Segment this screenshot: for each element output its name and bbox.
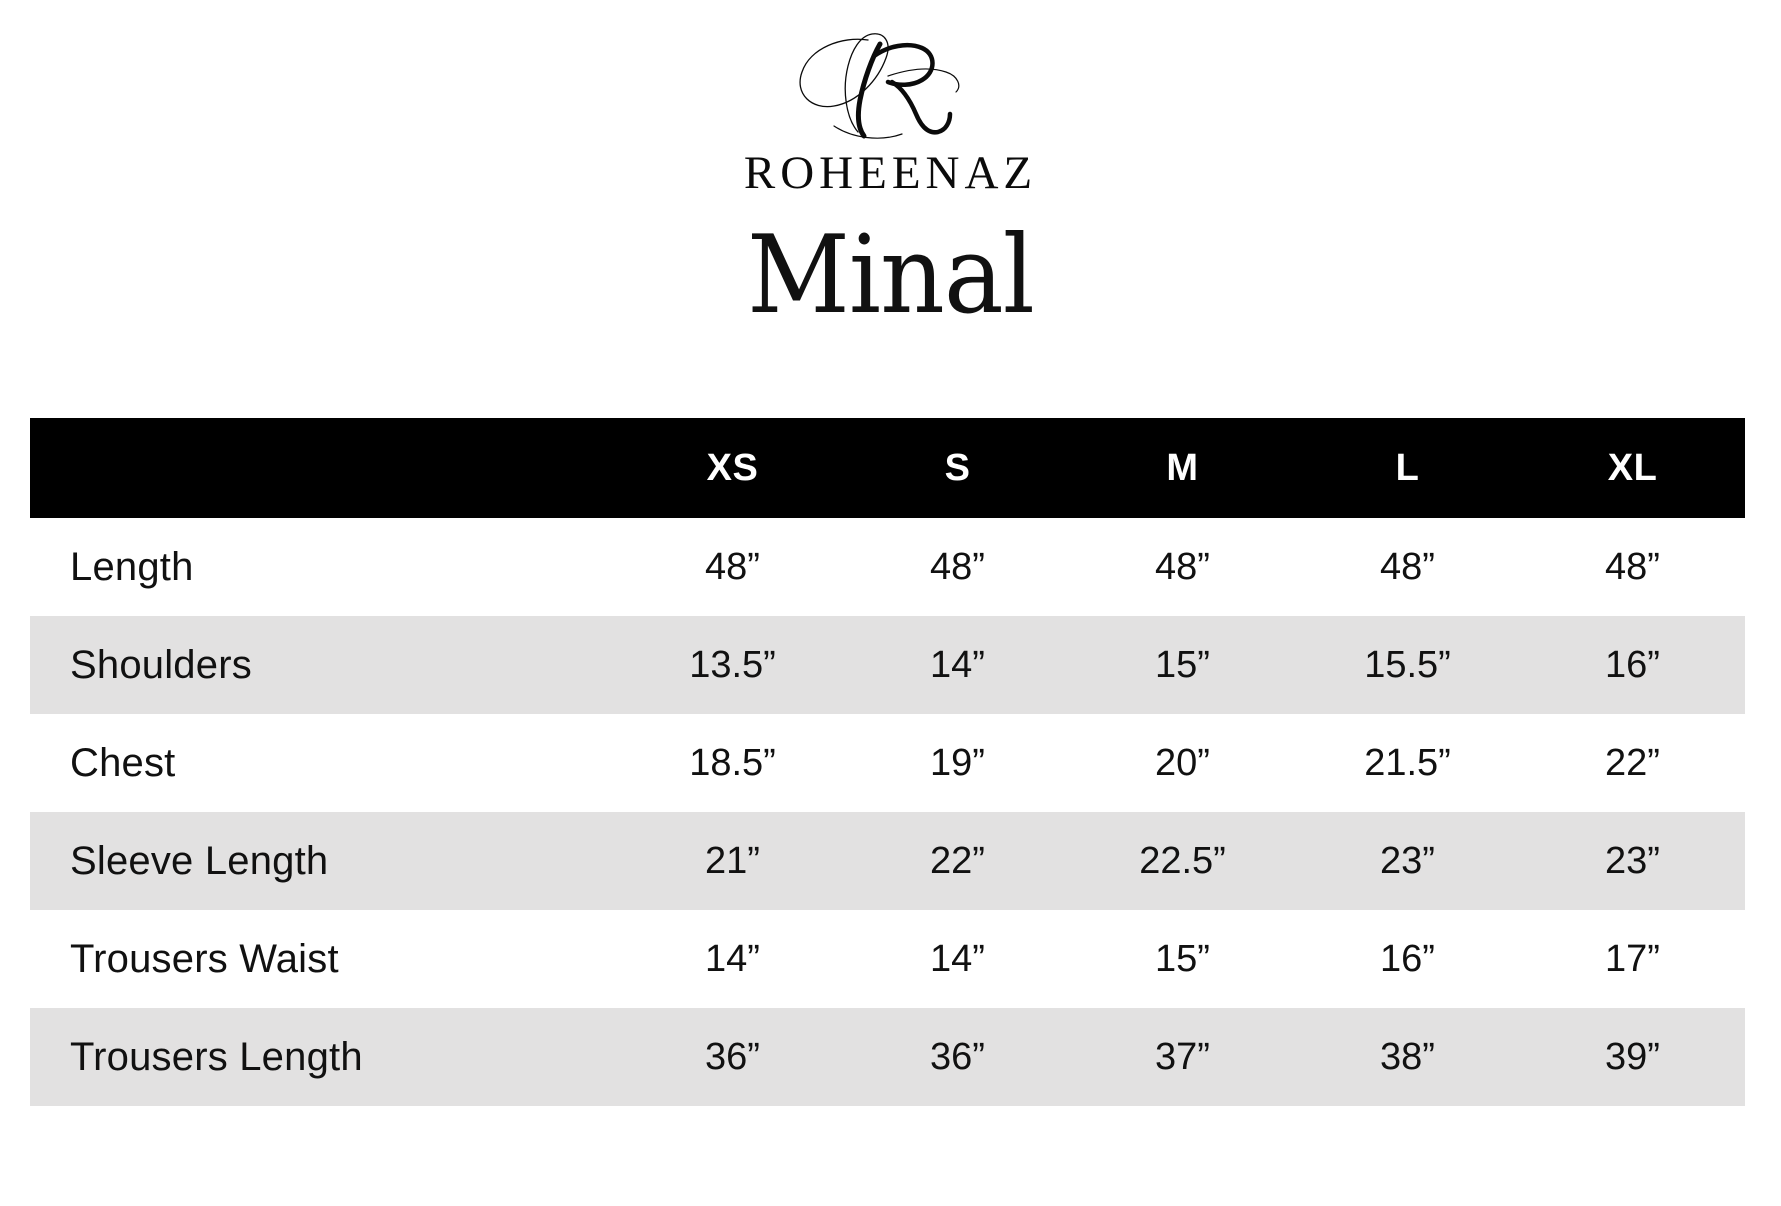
cell-s: 36” bbox=[930, 1035, 985, 1078]
cell-xl: 16” bbox=[1605, 643, 1660, 686]
row-label: Chest bbox=[70, 740, 176, 785]
cell-l: 48” bbox=[1380, 545, 1435, 588]
cell-l: 15.5” bbox=[1364, 643, 1451, 686]
table-row: Sleeve Length 21” 22” 22.5” 23” 23” bbox=[30, 812, 1745, 910]
cell-l: 16” bbox=[1380, 937, 1435, 980]
cell-xs: 48” bbox=[705, 545, 760, 588]
column-header-s: S bbox=[845, 418, 1070, 518]
cell-s: 22” bbox=[930, 839, 985, 882]
script-r-monogram-icon bbox=[799, 33, 959, 139]
table-row: Shoulders 13.5” 14” 15” 15.5” 16” bbox=[30, 616, 1745, 714]
column-header-l: L bbox=[1295, 418, 1520, 518]
table-row: Length 48” 48” 48” 48” 48” bbox=[30, 518, 1745, 616]
cell-m: 20” bbox=[1155, 741, 1210, 784]
cell-s: 14” bbox=[930, 643, 985, 686]
column-header-measurement bbox=[30, 418, 620, 518]
row-label: Length bbox=[70, 544, 194, 589]
cell-m: 22.5” bbox=[1139, 839, 1226, 882]
cell-xs: 18.5” bbox=[689, 741, 776, 784]
cell-xl: 48” bbox=[1605, 545, 1660, 588]
cell-l: 38” bbox=[1380, 1035, 1435, 1078]
table-row: Chest 18.5” 19” 20” 21.5” 22” bbox=[30, 714, 1745, 812]
cell-m: 15” bbox=[1155, 643, 1210, 686]
cell-s: 19” bbox=[930, 741, 985, 784]
row-label: Trousers Waist bbox=[70, 936, 339, 981]
brand-block: ROHEENAZ bbox=[0, 26, 1781, 197]
cell-l: 23” bbox=[1380, 839, 1435, 882]
cell-xl: 17” bbox=[1605, 937, 1660, 980]
collection-title: Minal bbox=[746, 213, 1035, 338]
row-label: Sleeve Length bbox=[70, 838, 329, 883]
cell-m: 48” bbox=[1155, 545, 1210, 588]
cell-xs: 21” bbox=[705, 839, 760, 882]
cell-l: 21.5” bbox=[1364, 741, 1451, 784]
table-row: Trousers Length 36” 36” 37” 38” 39” bbox=[30, 1008, 1745, 1106]
cell-xl: 39” bbox=[1605, 1035, 1660, 1078]
cell-xs: 14” bbox=[705, 937, 760, 980]
cell-s: 48” bbox=[930, 545, 985, 588]
table-body: Length 48” 48” 48” 48” 48” Shoulders 13.… bbox=[30, 518, 1745, 1106]
brand-name: ROHEENAZ bbox=[743, 147, 1038, 199]
cell-xl: 23” bbox=[1605, 839, 1660, 882]
cell-xs: 36” bbox=[705, 1035, 760, 1078]
table-header: XS S M L XL bbox=[30, 418, 1745, 518]
row-label: Shoulders bbox=[70, 642, 252, 687]
table-row: Trousers Waist 14” 14” 15” 16” 17” bbox=[30, 910, 1745, 1008]
table-header-row: XS S M L XL bbox=[30, 418, 1745, 518]
cell-m: 15” bbox=[1155, 937, 1210, 980]
cell-xs: 13.5” bbox=[689, 643, 776, 686]
column-header-m: M bbox=[1070, 418, 1295, 518]
row-label: Trousers Length bbox=[70, 1034, 363, 1079]
size-chart-table: XS S M L XL Length 48” 48” 48” 48” 48” S… bbox=[30, 418, 1745, 1106]
column-header-xs: XS bbox=[620, 418, 845, 518]
cell-m: 37” bbox=[1155, 1035, 1210, 1078]
cell-xl: 22” bbox=[1605, 741, 1660, 784]
cell-s: 14” bbox=[930, 937, 985, 980]
column-header-xl: XL bbox=[1520, 418, 1745, 518]
